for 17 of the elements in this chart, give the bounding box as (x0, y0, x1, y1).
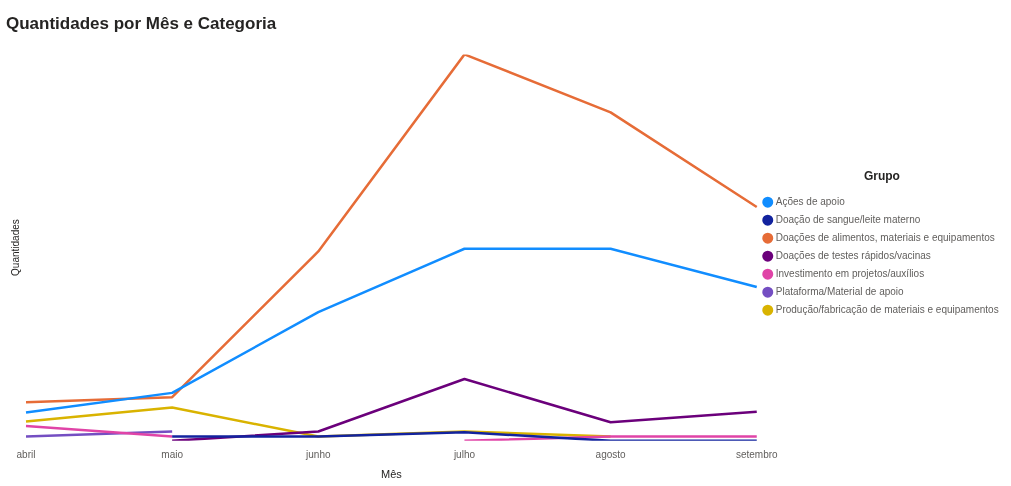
legend-label: Produção/fabricação de materiais e equipamentos (775, 303, 999, 315)
x-tick-label: maio (161, 448, 184, 460)
x-tick-label: julho (452, 448, 476, 460)
legend-label: Doações de alimentos, materiais e equipamentos (775, 231, 995, 243)
y-axis-title: Quantidades (9, 219, 21, 276)
legend-label: Plataforma/Material de apoio (775, 285, 905, 297)
legend-title: Grupo (863, 169, 900, 184)
x-tick-label: setembro (735, 448, 779, 460)
x-tick-label: abril (16, 448, 36, 460)
chart-title: Quantidades por Mês e Categoria (6, 13, 277, 33)
x-tick-label: junho (305, 448, 331, 460)
legend-label: Ações de apoio (775, 195, 846, 207)
x-tick-label: agosto (595, 448, 627, 460)
legend-label: Investimento em projetos/auxílios (775, 267, 925, 279)
legend-label: Doações de testes rápidos/vacinas (775, 249, 931, 261)
x-axis-title: Mês (380, 468, 403, 481)
legend-label: Doação de sangue/leite materno (775, 213, 921, 225)
